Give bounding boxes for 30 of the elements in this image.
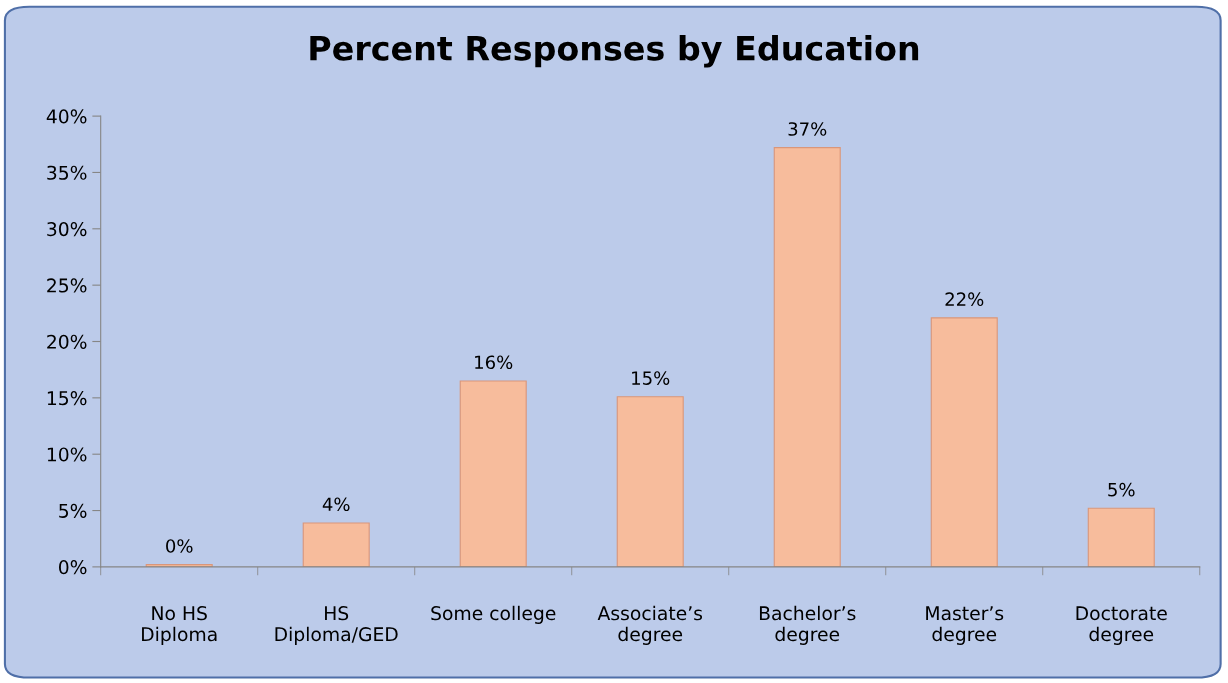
y-tick-label: 5%: [59, 503, 87, 518]
data-label: 5%: [1108, 482, 1135, 497]
bar: [773, 147, 841, 567]
data-label: 37%: [788, 122, 827, 136]
y-tick-label: 10%: [47, 447, 87, 462]
bar: [302, 522, 370, 567]
data-label: 15%: [632, 371, 670, 385]
x-tick-label: Associate’s degree: [597, 605, 703, 645]
y-tick-label: 15%: [47, 391, 87, 406]
x-tick-label: Master’s degree: [926, 606, 1004, 645]
y-tick-label: 30%: [47, 222, 87, 237]
chart-title: Percent Responses by Education: [310, 34, 919, 68]
x-tick-label: Some college: [431, 605, 556, 624]
bar: [1087, 507, 1155, 567]
bar: [616, 396, 684, 567]
data-label: 4%: [322, 497, 350, 512]
x-tick-label: Bachelor’s degree: [759, 605, 856, 645]
y-tick-label: 25%: [47, 278, 87, 293]
y-tick-label: 35%: [47, 165, 87, 180]
data-label: 0%: [166, 539, 193, 553]
x-tick-label: Doctorate degree: [1076, 606, 1167, 645]
x-tick-label: No HS Diploma: [142, 606, 217, 645]
x-tick-label: HS Diploma/GED: [275, 606, 398, 645]
bar: [459, 380, 527, 567]
data-label: 16%: [475, 355, 513, 370]
data-label: 22%: [945, 292, 984, 306]
y-tick-label: 40%: [46, 109, 87, 124]
y-tick-label: 20%: [47, 334, 87, 349]
y-tick-label: 0%: [58, 560, 87, 575]
bar: [930, 317, 998, 567]
